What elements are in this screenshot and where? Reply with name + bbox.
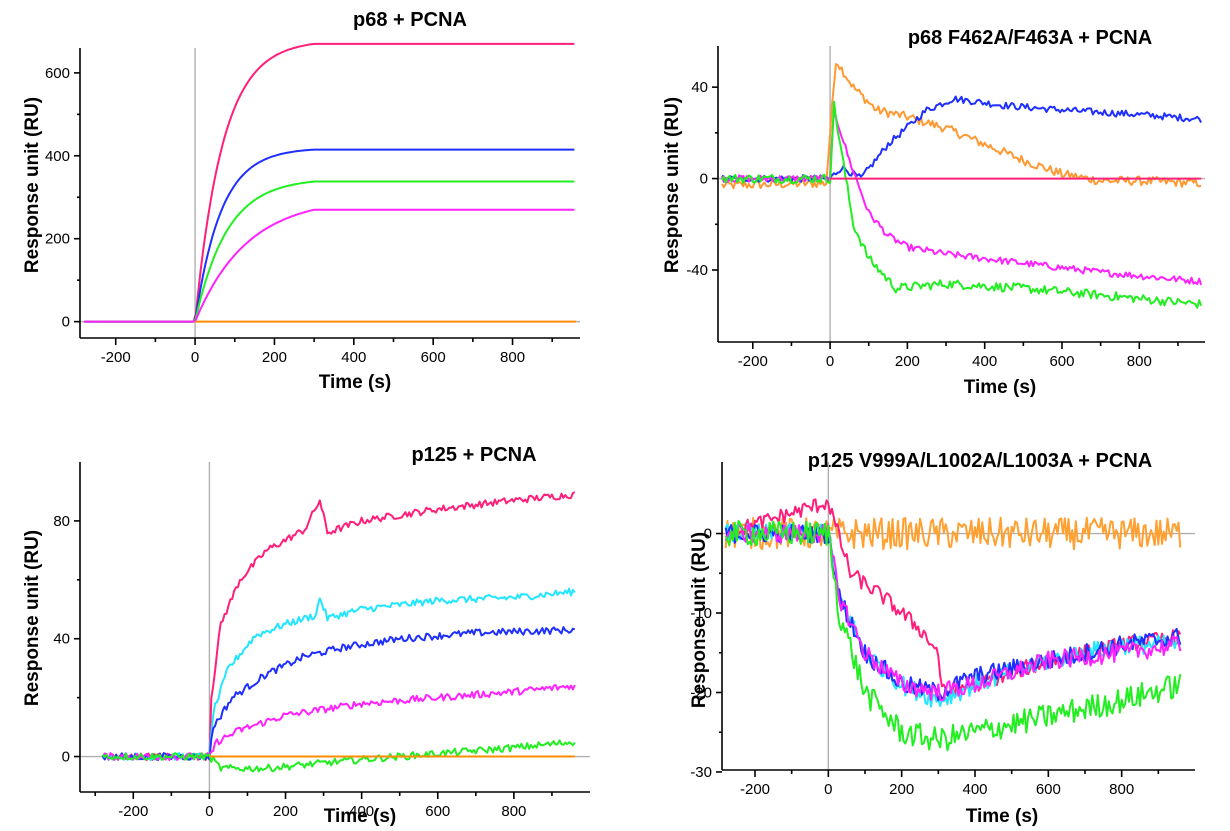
y-axis-label: Response unit (RU) bbox=[22, 97, 43, 273]
series-line-3 bbox=[724, 523, 1182, 708]
x-tick-label: -200 bbox=[118, 803, 148, 820]
panel-title: p125 V999A/L1002A/L1003A + PCNA bbox=[808, 450, 1152, 472]
series-line-1 bbox=[84, 42, 575, 323]
y-tick-label: 40 bbox=[53, 631, 70, 648]
panel-title: p68 F462A/F463A + PCNA bbox=[908, 27, 1152, 49]
x-tick-label: 800 bbox=[1127, 353, 1152, 370]
plot-area: -200 0 200 400 600 800 -30 -20 -10 0 bbox=[690, 462, 1195, 798]
panel-title: p125 + PCNA bbox=[411, 444, 536, 466]
x-tick-label: 600 bbox=[425, 803, 450, 820]
series-line-4 bbox=[724, 524, 1182, 702]
x-tick-label: 600 bbox=[1049, 353, 1074, 370]
x-axis-label: Time (s) bbox=[324, 806, 397, 827]
series-line-4 bbox=[721, 100, 1203, 309]
series-line-2 bbox=[101, 587, 576, 761]
x-tick-label: 0 bbox=[826, 353, 834, 370]
x-axis-label: Time (s) bbox=[964, 377, 1037, 398]
series-line-3 bbox=[101, 626, 576, 762]
y-tick-label: 0 bbox=[700, 171, 708, 188]
y-tick-label: 0 bbox=[62, 749, 70, 766]
plot-area: -200 0 200 400 600 800 0 200 400 600 bbox=[45, 42, 580, 366]
series-line-3 bbox=[720, 107, 1203, 286]
y-tick-label: 0 bbox=[62, 314, 70, 331]
x-tick-label: 800 bbox=[500, 349, 525, 366]
x-tick-label: -200 bbox=[740, 781, 770, 798]
x-tick-label: 800 bbox=[1109, 781, 1134, 798]
y-axis-label: Response unit (RU) bbox=[689, 532, 710, 708]
series-line-1 bbox=[721, 63, 1202, 190]
x-tick-label: 0 bbox=[191, 349, 199, 366]
x-tick-label: 600 bbox=[421, 349, 446, 366]
x-tick-label: 400 bbox=[341, 349, 366, 366]
y-tick-label: -40 bbox=[686, 262, 708, 279]
panel-p68-f462a-f463a-pcna: p68 F462A/F463A + PCNA Response unit (RU… bbox=[662, 27, 1205, 398]
series-line-2 bbox=[721, 95, 1202, 183]
plot-area: -200 0 200 400 600 800 -40 0 40 bbox=[686, 46, 1205, 370]
series-line-2 bbox=[84, 148, 575, 323]
plot-area: -200 0 200 400 600 800 0 40 80 bbox=[53, 462, 590, 820]
y-axis-label: Response unit (RU) bbox=[22, 530, 43, 706]
y-tick-label: 0 bbox=[704, 526, 712, 543]
series-line-5 bbox=[724, 523, 1182, 702]
panel-p125-pcna: p125 + PCNA Response unit (RU) Time (s) … bbox=[22, 444, 590, 827]
x-tick-label: 200 bbox=[889, 781, 914, 798]
x-tick-label: 0 bbox=[824, 781, 832, 798]
x-tick-label: 400 bbox=[349, 803, 374, 820]
series-line-6 bbox=[724, 520, 1182, 752]
x-tick-label: 200 bbox=[895, 353, 920, 370]
x-tick-label: -200 bbox=[101, 349, 131, 366]
x-tick-label: 200 bbox=[273, 803, 298, 820]
y-axis-label: Response unit (RU) bbox=[662, 97, 683, 273]
series-line-1 bbox=[101, 491, 576, 762]
x-tick-label: 400 bbox=[962, 781, 987, 798]
panel-p68-pcna: p68 + PCNA Response unit (RU) Time (s) -… bbox=[22, 9, 580, 393]
x-tick-label: -200 bbox=[738, 353, 768, 370]
x-axis-label: Time (s) bbox=[966, 806, 1039, 827]
y-tick-label: -20 bbox=[690, 684, 712, 701]
y-tick-label: -10 bbox=[690, 605, 712, 622]
x-axis-label: Time (s) bbox=[319, 372, 392, 393]
panel-p125-v999a-l1002a-l1003a-pcna: p125 V999A/L1002A/L1003A + PCNA Response… bbox=[689, 450, 1195, 827]
x-tick-label: 0 bbox=[205, 803, 213, 820]
panel-title: p68 + PCNA bbox=[353, 9, 467, 31]
x-tick-label: 600 bbox=[1036, 781, 1061, 798]
x-tick-label: 200 bbox=[262, 349, 287, 366]
y-tick-label: 600 bbox=[45, 65, 70, 82]
series-line-3 bbox=[84, 180, 575, 323]
series-line-4 bbox=[84, 208, 575, 323]
y-tick-label: 200 bbox=[45, 231, 70, 248]
series-line-5 bbox=[101, 739, 576, 773]
y-tick-label: -30 bbox=[690, 764, 712, 781]
x-tick-label: 400 bbox=[972, 353, 997, 370]
x-tick-label: 800 bbox=[501, 803, 526, 820]
y-tick-label: 80 bbox=[53, 513, 70, 530]
y-tick-label: 400 bbox=[45, 148, 70, 165]
y-tick-label: 40 bbox=[691, 79, 708, 96]
